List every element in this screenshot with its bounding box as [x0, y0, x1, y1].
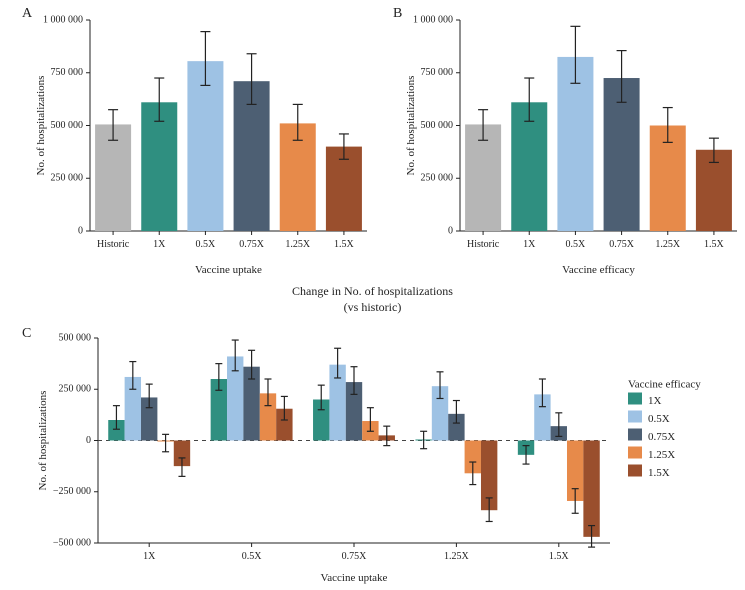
- svg-text:1.25X: 1.25X: [655, 239, 681, 250]
- svg-text:Vaccine efficacy: Vaccine efficacy: [628, 379, 701, 391]
- legend-label-0.5X: 0.5X: [648, 413, 670, 425]
- svg-text:No. of hospitalizations: No. of hospitalizations: [405, 76, 417, 176]
- svg-text:0: 0: [78, 225, 83, 236]
- svg-text:0.5X: 0.5X: [242, 551, 263, 562]
- svg-text:500 000: 500 000: [421, 120, 454, 131]
- svg-text:1X: 1X: [523, 239, 536, 250]
- midline-caption: Change in No. of hospitalizations (vs hi…: [0, 284, 745, 315]
- svg-text:1X: 1X: [153, 239, 166, 250]
- svg-text:1 000 000: 1 000 000: [413, 14, 453, 25]
- svg-text:750 000: 750 000: [51, 67, 84, 78]
- svg-text:1.5X: 1.5X: [334, 239, 355, 250]
- midline-caption-line1: Change in No. of hospitalizations: [292, 284, 453, 298]
- svg-text:1.5X: 1.5X: [704, 239, 725, 250]
- svg-text:No. of hospitalizations: No. of hospitalizations: [37, 391, 49, 491]
- svg-text:0.75X: 0.75X: [342, 551, 368, 562]
- svg-text:Historic: Historic: [467, 239, 500, 250]
- legend-label-1X: 1X: [648, 395, 662, 407]
- svg-text:0.5X: 0.5X: [196, 239, 217, 250]
- svg-text:1.25X: 1.25X: [444, 551, 470, 562]
- svg-text:750 000: 750 000: [421, 67, 454, 78]
- svg-text:0.75X: 0.75X: [239, 239, 264, 250]
- svg-text:No. of hospitalizations: No. of hospitalizations: [35, 76, 47, 176]
- bar-0.5X: [187, 61, 223, 231]
- svg-text:Vaccine uptake: Vaccine uptake: [195, 264, 262, 276]
- figure-root: A B Change in No. of hospitalizations (v…: [0, 0, 745, 590]
- svg-text:250 000: 250 000: [51, 173, 84, 184]
- svg-text:1.5X: 1.5X: [549, 551, 570, 562]
- legend-swatch-1X: [628, 393, 642, 405]
- svg-text:500 000: 500 000: [59, 332, 92, 343]
- legend-label-1.25X: 1.25X: [648, 449, 675, 461]
- panel-a-chart: 0 250 000 500 000 750 000 1 000 000 Historic 1…: [30, 14, 375, 279]
- svg-text:Vaccine efficacy: Vaccine efficacy: [562, 264, 635, 276]
- legend-label-0.75X: 0.75X: [648, 431, 675, 443]
- bar-1.5X-1.5X: [583, 441, 599, 537]
- svg-text:250 000: 250 000: [59, 384, 92, 395]
- legend-swatch-0.5X: [628, 411, 642, 423]
- legend-swatch-1.5X: [628, 465, 642, 477]
- svg-text:0.5X: 0.5X: [566, 239, 587, 250]
- svg-text:250 000: 250 000: [421, 173, 454, 184]
- svg-text:0.75X: 0.75X: [609, 239, 635, 250]
- legend-label-1.5X: 1.5X: [648, 467, 670, 479]
- svg-text:Vaccine uptake: Vaccine uptake: [321, 572, 388, 584]
- svg-text:0: 0: [86, 435, 91, 446]
- legend-swatch-0.75X: [628, 429, 642, 441]
- svg-text:500 000: 500 000: [51, 120, 84, 131]
- svg-text:Historic: Historic: [97, 239, 130, 250]
- panel-c-chart: −500 000 −250 000 0 250 000 500 000 1X 0.5X 0.7…: [30, 332, 745, 587]
- midline-caption-line2: (vs historic): [344, 300, 402, 314]
- svg-text:1.25X: 1.25X: [285, 239, 311, 250]
- legend-swatch-1.25X: [628, 447, 642, 459]
- svg-text:1X: 1X: [143, 551, 156, 562]
- svg-text:1 000 000: 1 000 000: [43, 14, 83, 25]
- svg-text:−250 000: −250 000: [53, 486, 91, 497]
- svg-text:−500 000: −500 000: [53, 537, 91, 548]
- panel-b-chart: 0 250 000 500 000 750 000 1 000 000 Historic 1…: [400, 14, 745, 279]
- svg-text:0: 0: [448, 225, 453, 236]
